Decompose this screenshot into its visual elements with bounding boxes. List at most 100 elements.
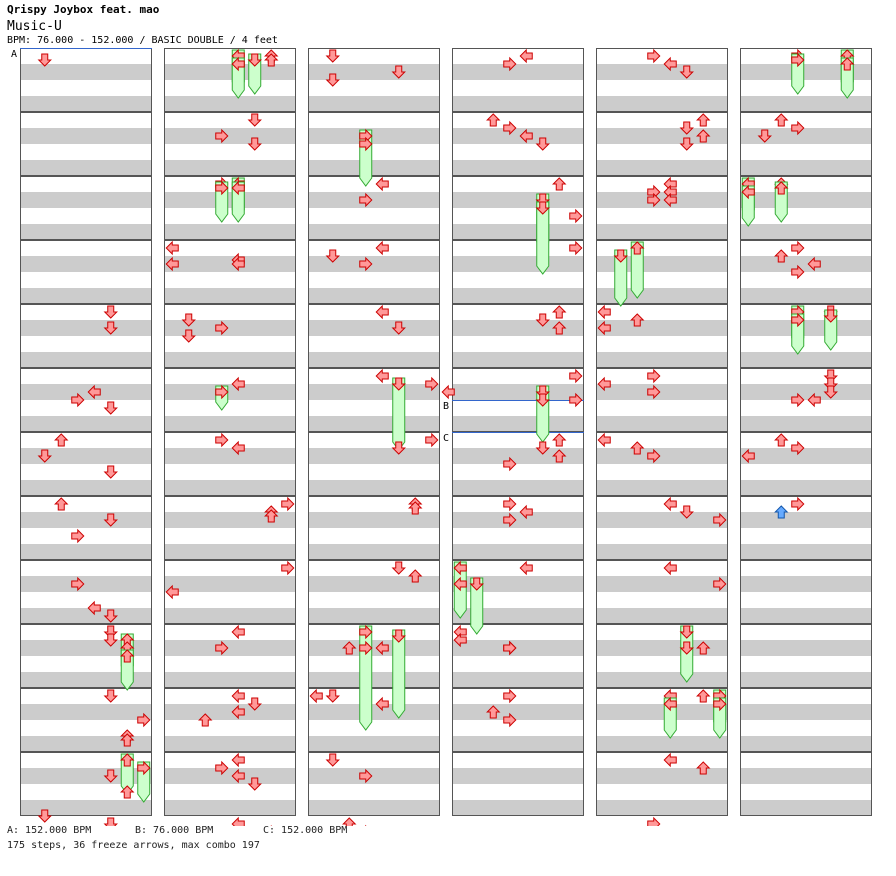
freeze-arrow (536, 201, 550, 275)
beat-band (308, 736, 440, 752)
step-arrow (359, 640, 373, 656)
freeze-head-arrow (713, 696, 727, 712)
beat-band (164, 512, 296, 528)
step-arrow (375, 240, 389, 256)
measure-box (164, 624, 296, 688)
measure-box (308, 752, 440, 816)
beat-band (596, 128, 728, 144)
beat-band (596, 352, 728, 368)
step-arrow (663, 176, 677, 192)
beat-band (164, 224, 296, 240)
freeze-head-arrow (120, 649, 135, 663)
step-arrow (453, 576, 467, 592)
step-arrow (325, 249, 340, 263)
step-arrow (215, 432, 229, 448)
step-arrow (663, 56, 677, 72)
step-arrow (519, 48, 533, 64)
beat-band (308, 672, 440, 688)
measure-box (596, 752, 728, 816)
freeze-head-arrow (359, 624, 373, 640)
measure-box (596, 368, 728, 432)
step-arrow (391, 561, 406, 575)
beat-band (452, 576, 584, 592)
song-title: Qrispy Joybox feat. mao (7, 3, 160, 16)
beat-band (596, 192, 728, 208)
bpm-legend-a: A: 152.000 BPM (7, 825, 92, 836)
freeze-arrow (614, 249, 628, 307)
measure-box (740, 176, 872, 240)
freeze-head-arrow (679, 625, 694, 639)
step-arrow (453, 632, 467, 648)
beat-band (740, 256, 872, 272)
step-arrow (663, 192, 677, 208)
measure-box (308, 496, 440, 560)
freeze-head-arrow (663, 696, 677, 712)
beat-band (740, 320, 872, 336)
freeze-head-arrow (630, 241, 645, 255)
step-arrow (359, 192, 373, 208)
beat-band (308, 352, 440, 368)
measure-box (164, 240, 296, 304)
step-arrow (165, 240, 179, 256)
step-arrow (713, 576, 727, 592)
freeze-arrow (231, 57, 245, 99)
step-arrow (231, 752, 245, 768)
step-arrow (503, 456, 517, 472)
beat-band (740, 352, 872, 368)
beat-band (20, 768, 152, 784)
freeze-head-arrow (391, 629, 406, 643)
freeze-arrow (392, 629, 406, 719)
beat-band (20, 64, 152, 80)
measure-box (740, 752, 872, 816)
freeze-head-arrow (791, 312, 805, 328)
beat-band (308, 640, 440, 656)
step-arrow (552, 433, 567, 447)
beat-band (164, 480, 296, 496)
step-arrow (375, 368, 389, 384)
measure-box (308, 368, 440, 432)
step-arrow (663, 496, 677, 512)
beat-band (20, 384, 152, 400)
beat-band (596, 224, 728, 240)
beat-band (164, 192, 296, 208)
freeze-head-arrow (215, 384, 229, 400)
measure-box (308, 560, 440, 624)
step-arrow (807, 392, 821, 408)
step-arrow (486, 705, 501, 719)
beat-band (452, 64, 584, 80)
chart-info: BPM: 76.000 - 152.000 / BASIC DOUBLE / 4… (7, 35, 278, 46)
step-arrow (696, 129, 711, 143)
beat-band (164, 544, 296, 560)
measure-box (164, 752, 296, 816)
step-arrow (231, 816, 245, 826)
beat-band (308, 416, 440, 432)
measure-box (452, 496, 584, 560)
beat-band (452, 224, 584, 240)
bpm-legend-b: B: 76.000 BPM (135, 825, 214, 836)
step-arrow (486, 113, 501, 127)
step-arrow (247, 697, 262, 711)
step-arrow (103, 513, 118, 527)
freeze-head-arrow (613, 249, 628, 263)
step-arrow (103, 689, 118, 703)
bpm-marker-label: B (443, 401, 449, 412)
beat-band (308, 64, 440, 80)
step-arrow (247, 113, 262, 127)
step-arrow (425, 376, 439, 392)
beat-band (308, 256, 440, 272)
measure-box (164, 560, 296, 624)
bpm-marker-label: C (443, 433, 449, 444)
beat-band (740, 768, 872, 784)
beat-band (308, 576, 440, 592)
step-arrow (231, 704, 245, 720)
freeze-arrow (824, 309, 838, 351)
step-arrow (103, 305, 118, 319)
measure-box (740, 48, 872, 112)
freeze-head-arrow (741, 184, 755, 200)
beat-band (20, 640, 152, 656)
step-arrow (757, 129, 772, 143)
freeze-arrow (359, 625, 373, 731)
step-arrow (71, 392, 85, 408)
beat-band (164, 256, 296, 272)
measure-box (596, 560, 728, 624)
